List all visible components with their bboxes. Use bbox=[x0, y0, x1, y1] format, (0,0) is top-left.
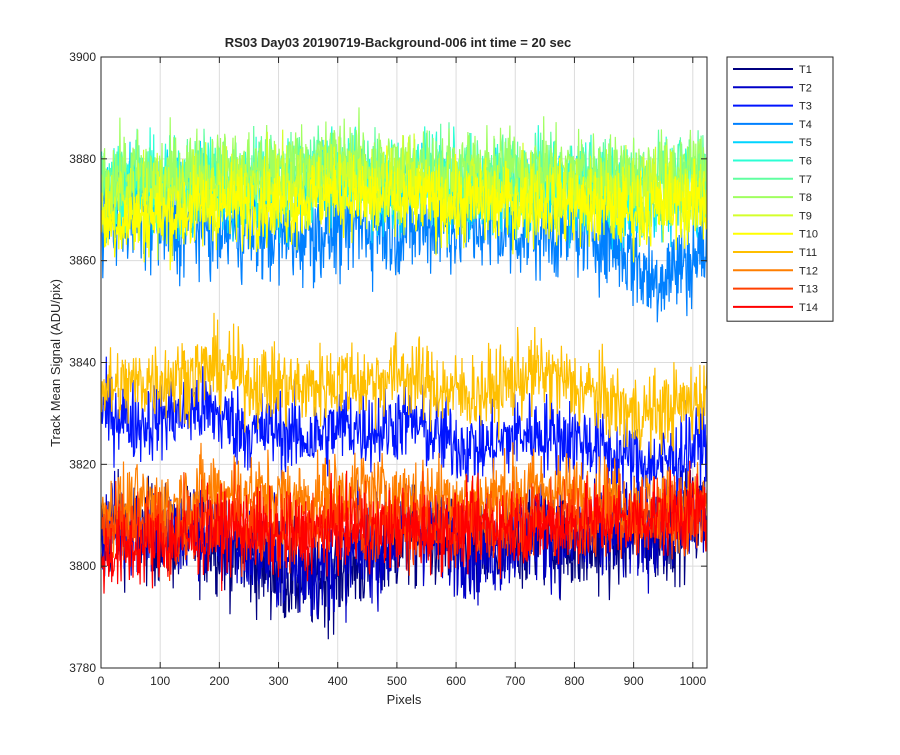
legend-item-t7: T7 bbox=[733, 174, 812, 186]
legend-item-t12: T12 bbox=[733, 265, 818, 277]
legend-label: T7 bbox=[799, 174, 812, 186]
x-tick-label: 400 bbox=[328, 674, 348, 688]
x-tick-label: 100 bbox=[150, 674, 170, 688]
y-axis-ticks: 3780 3800 3820 3840 3860 3880 3900 bbox=[69, 50, 707, 675]
y-tick-label: 3840 bbox=[69, 356, 96, 370]
legend-label: T4 bbox=[799, 119, 812, 131]
y-axis-label: Track Mean Signal (ADU/pix) bbox=[48, 279, 63, 447]
legend-label: T8 bbox=[799, 192, 812, 204]
legend-item-t4: T4 bbox=[733, 119, 812, 131]
legend-label: T1 bbox=[799, 64, 812, 76]
x-tick-label: 600 bbox=[446, 674, 466, 688]
x-tick-label: 500 bbox=[387, 674, 407, 688]
legend-items: T1 T2 T3 T4 T5 T6 T7 T8 T9 T10 T11 T12 T13 T14 bbox=[733, 64, 818, 314]
legend-label: T9 bbox=[799, 210, 812, 222]
legend-item-t9: T9 bbox=[733, 210, 812, 222]
y-tick-label: 3780 bbox=[69, 661, 96, 675]
x-tick-label: 200 bbox=[209, 674, 229, 688]
legend-label: T3 bbox=[799, 101, 812, 113]
series-line-t10 bbox=[101, 145, 707, 271]
y-tick-label: 3820 bbox=[69, 457, 96, 471]
legend-item-t3: T3 bbox=[733, 101, 812, 113]
legend-label: T11 bbox=[799, 247, 817, 259]
y-tick-label: 3900 bbox=[69, 50, 96, 64]
legend-item-t11: T11 bbox=[733, 247, 817, 259]
legend-item-t8: T8 bbox=[733, 192, 812, 204]
legend-label: T2 bbox=[799, 82, 812, 94]
series-line-t9 bbox=[101, 129, 707, 261]
x-axis-label: Pixels bbox=[387, 692, 422, 707]
x-axis-ticks: 0 100 200 300 400 500 600 700 800 900 1000 bbox=[98, 57, 706, 688]
x-tick-label: 1000 bbox=[679, 674, 706, 688]
y-tick-label: 3800 bbox=[69, 559, 96, 573]
series-lines bbox=[101, 107, 707, 640]
chart-title: RS03 Day03 20190719-Background-006 int t… bbox=[225, 35, 572, 50]
legend-item-t5: T5 bbox=[733, 137, 812, 149]
y-tick-label: 3860 bbox=[69, 254, 96, 268]
legend-label: T12 bbox=[799, 265, 818, 277]
legend-label: T13 bbox=[799, 284, 818, 296]
series-line-t11 bbox=[101, 312, 707, 459]
x-tick-label: 700 bbox=[505, 674, 525, 688]
legend-item-t1: T1 bbox=[733, 64, 812, 76]
legend-label: T14 bbox=[799, 302, 818, 314]
legend-box bbox=[726, 56, 834, 322]
legend-label: T10 bbox=[799, 229, 818, 241]
legend-item-t10: T10 bbox=[733, 229, 818, 241]
series-line-t14 bbox=[101, 460, 707, 594]
legend-label: T6 bbox=[799, 156, 812, 168]
legend-item-t6: T6 bbox=[733, 156, 812, 168]
x-tick-label: 300 bbox=[269, 674, 289, 688]
legend: T1 T2 T3 T4 T5 T6 T7 T8 T9 T10 T11 T12 T13 T14 bbox=[726, 56, 834, 322]
x-tick-label: 0 bbox=[98, 674, 105, 688]
legend-label: T5 bbox=[799, 137, 812, 149]
x-tick-label: 800 bbox=[564, 674, 584, 688]
legend-item-t14: T14 bbox=[733, 302, 818, 314]
legend-item-t13: T13 bbox=[733, 284, 818, 296]
x-tick-label: 900 bbox=[624, 674, 644, 688]
legend-item-t2: T2 bbox=[733, 82, 812, 94]
y-tick-label: 3880 bbox=[69, 152, 96, 166]
